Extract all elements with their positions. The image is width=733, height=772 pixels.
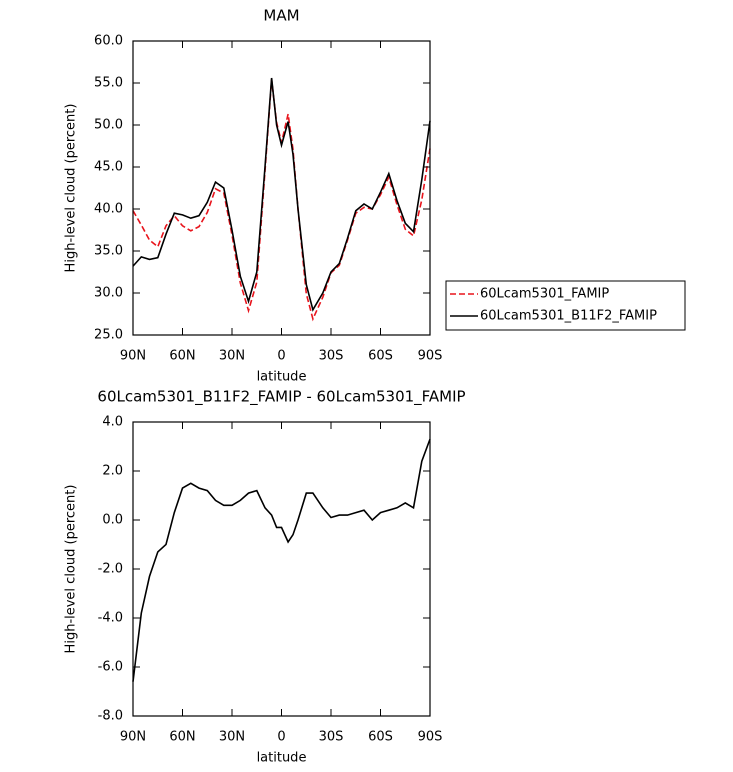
plot-frame: [132, 421, 431, 717]
x-tick-label: 60N: [169, 349, 195, 364]
plot-frame: [132, 40, 431, 336]
x-tick-label: 30S: [319, 730, 344, 745]
x-axis-label: latitude: [257, 370, 307, 385]
y-tick-label: -6.0: [98, 660, 123, 675]
y-tick-label: 25.0: [94, 328, 123, 343]
chart-title: 60Lcam5301_B11F2_FAMIP - 60Lcam5301_FAMI…: [97, 388, 465, 407]
x-axis-label: latitude: [257, 751, 307, 766]
x-tick-label: 60S: [368, 349, 393, 364]
y-tick-label: 40.0: [94, 202, 123, 217]
x-tick-label: 30N: [219, 349, 245, 364]
x-tick-label: 90S: [418, 349, 443, 364]
legend-label: 60Lcam5301_B11F2_FAMIP: [480, 309, 657, 324]
y-axis-label: High-level cloud (percent): [64, 485, 79, 654]
y-tick-label: 35.0: [94, 244, 123, 259]
y-tick-label: 55.0: [94, 76, 123, 91]
x-tick-label: 90N: [120, 349, 146, 364]
y-tick-label: -4.0: [98, 611, 123, 626]
y-tick-label: -2.0: [98, 562, 123, 577]
x-tick-label: 60N: [169, 730, 195, 745]
data-line: [132, 79, 431, 322]
legend-box: [445, 280, 686, 331]
y-tick-label: 0.0: [102, 513, 123, 528]
chart-title: MAM: [263, 7, 299, 25]
x-tick-label: 0: [277, 730, 285, 745]
data-line: [132, 438, 431, 682]
x-tick-label: 90S: [418, 730, 443, 745]
legend-label: 60Lcam5301_FAMIP: [480, 287, 609, 302]
y-tick-label: -8.0: [98, 709, 123, 724]
y-tick-label: 2.0: [102, 464, 123, 479]
y-tick-label: 60.0: [94, 34, 123, 49]
x-tick-label: 30S: [319, 349, 344, 364]
y-tick-label: 30.0: [94, 286, 123, 301]
y-tick-label: 50.0: [94, 118, 123, 133]
y-axis-label: High-level cloud (percent): [64, 104, 79, 273]
y-tick-label: 45.0: [94, 160, 123, 175]
x-tick-label: 30N: [219, 730, 245, 745]
y-tick-label: 4.0: [102, 415, 123, 430]
x-tick-label: 60S: [368, 730, 393, 745]
x-tick-label: 90N: [120, 730, 146, 745]
data-line: [132, 77, 431, 312]
x-tick-label: 0: [277, 349, 285, 364]
